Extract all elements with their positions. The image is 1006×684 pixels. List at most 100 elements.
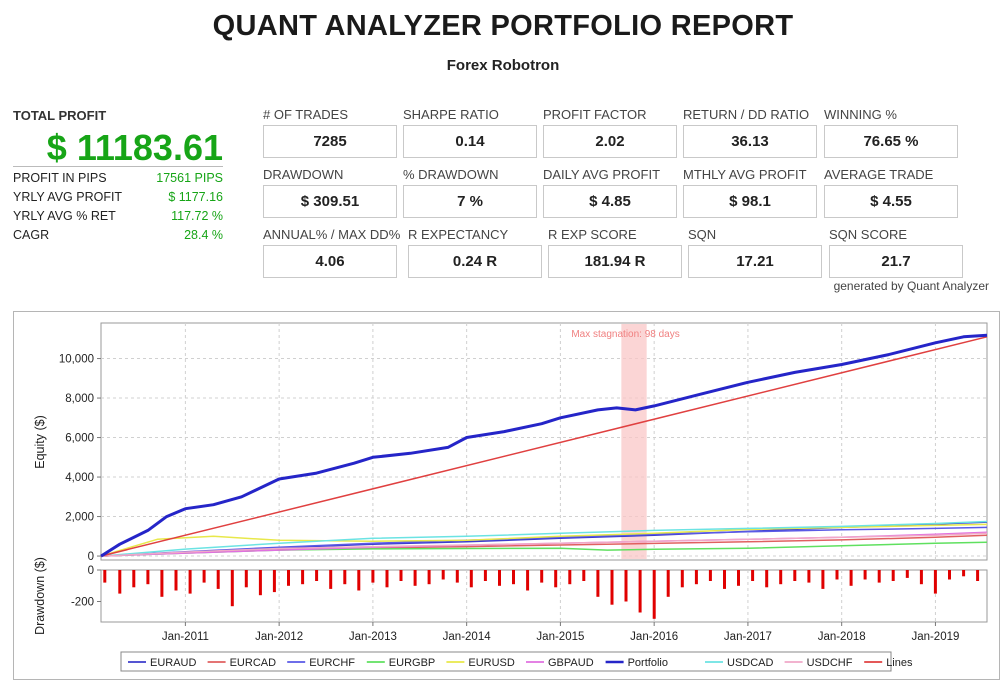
drawdown-bar — [849, 570, 853, 586]
equity-y-tick-label: 0 — [88, 551, 94, 563]
drawdown-bar — [723, 570, 726, 589]
summary-value: 117.72 % — [171, 209, 223, 223]
drawdown-bar — [554, 570, 558, 588]
drawdown-bar — [737, 570, 740, 586]
drawdown-bar — [807, 570, 811, 583]
drawdown-bar — [948, 570, 951, 580]
x-tick-label: Jan-2014 — [443, 631, 492, 643]
metric-percent-drawdown: % DRAWDOWN 7 % — [403, 167, 537, 219]
x-tick-label: Jan-2018 — [818, 631, 866, 643]
metric-sqn: SQN 17.21 — [688, 227, 822, 279]
drawdown-bar — [103, 570, 107, 583]
drawdown-bar — [863, 570, 867, 580]
drawdown-bar — [582, 570, 586, 581]
equity-plot-area — [100, 322, 988, 561]
summary-row-profit-pips: PROFIT IN PIPS 17561 PIPS — [13, 171, 223, 185]
equity-y-axis-label: Equity ($) — [33, 415, 47, 469]
legend-label: GBPAUD — [548, 657, 594, 669]
x-axis-ticks: Jan-2011 Jan-2012 Jan-2013 Jan-2014 Jan-2015… — [162, 622, 959, 643]
metric-label: WINNING % — [824, 107, 897, 122]
legend-label: EURGBP — [389, 657, 435, 669]
drawdown-bars — [103, 570, 980, 619]
drawdown-bar — [455, 570, 459, 583]
drawdown-bar — [765, 570, 769, 588]
metric-r-exp-score: R EXP SCORE 181.94 R — [548, 227, 682, 279]
x-tick-label: Jan-2012 — [255, 631, 303, 643]
x-tick-label: Jan-2015 — [536, 631, 584, 643]
metric-value: 21.7 — [829, 245, 963, 278]
drawdown-y-tick-label: 0 — [88, 565, 94, 577]
drawdown-bar — [512, 570, 515, 585]
drawdown-bar — [962, 570, 966, 577]
summary-label: YRLY AVG % RET — [13, 209, 116, 223]
drawdown-bar — [399, 570, 403, 581]
metric-value: 36.13 — [683, 125, 817, 158]
equity-grid — [101, 323, 987, 560]
metric-value: 2.02 — [543, 125, 677, 158]
metric-label: DAILY AVG PROFIT — [543, 167, 661, 182]
summary-label: PROFIT IN PIPS — [13, 171, 107, 185]
legend-label: Lines — [886, 657, 913, 669]
drawdown-bar — [301, 570, 305, 585]
metric-sqn-score: SQN SCORE 21.7 — [829, 227, 963, 279]
drawdown-bar — [483, 570, 487, 581]
summary-label: CAGR — [13, 228, 50, 242]
metric-value: 7 % — [403, 185, 537, 218]
drawdown-bar — [526, 570, 530, 591]
series-line-eurchf — [100, 526, 988, 557]
summary-value: $ 1177.16 — [168, 190, 223, 204]
drawdown-bar — [891, 570, 895, 581]
drawdown-bar — [258, 570, 262, 596]
drawdown-bar — [596, 570, 600, 597]
drawdown-bar — [933, 570, 937, 594]
legend-label: EURAUD — [150, 657, 197, 669]
equity-y-tick-label: 4,000 — [65, 472, 94, 484]
report-title: QUANT ANALYZER PORTFOLIO REPORT — [212, 10, 794, 42]
drawdown-bar — [132, 570, 136, 588]
metric-label: AVERAGE TRADE — [824, 167, 934, 182]
max-stagnation-band — [621, 324, 647, 559]
strategy-name: Forex Robotron — [446, 57, 560, 74]
generated-by-note: generated by Quant Analyzer — [833, 279, 989, 293]
total-profit-label: TOTAL PROFIT — [13, 108, 107, 123]
metric-value: $ 4.55 — [824, 185, 958, 218]
equity-y-ticks: 0 2,000 4,000 6,000 8,000 10,000 — [59, 354, 101, 563]
total-profit-divider — [13, 166, 223, 167]
drawdown-bar — [188, 570, 192, 594]
legend-label: Portfolio — [628, 657, 668, 669]
metric-label: PROFIT FACTOR — [543, 107, 647, 122]
drawdown-bar — [694, 570, 698, 585]
metric-value: 7285 — [263, 125, 397, 158]
drawdown-bar — [118, 570, 122, 594]
equity-drawdown-chart: Max stagnation: 98 days 0 2,000 4,000 6,000… — [33, 322, 988, 672]
drawdown-bar — [385, 570, 389, 588]
drawdown-plot-area — [100, 569, 988, 623]
drawdown-bar — [708, 570, 712, 581]
metric-number-of-trades: # OF TRADES 7285 — [263, 107, 397, 159]
legend-label: EURCHF — [309, 657, 355, 669]
metric-drawdown: DRAWDOWN $ 309.51 — [263, 167, 397, 219]
metric-label: MTHLY AVG PROFIT — [683, 167, 807, 182]
drawdown-bar — [877, 570, 881, 583]
legend-label: USDCAD — [727, 657, 774, 669]
metric-label: SHARPE RATIO — [403, 107, 499, 122]
equity-y-tick-label: 8,000 — [65, 393, 94, 405]
drawdown-bar — [469, 570, 473, 588]
drawdown-bar — [751, 570, 755, 581]
equity-series-group — [100, 333, 988, 558]
drawdown-bar — [244, 570, 248, 588]
x-tick-label: Jan-2016 — [630, 631, 678, 643]
metric-value: 181.94 R — [548, 245, 682, 278]
drawdown-bar — [821, 570, 825, 589]
drawdown-bar — [498, 570, 501, 586]
drawdown-bar — [624, 570, 628, 602]
equity-y-tick-label: 2,000 — [65, 512, 94, 524]
drawdown-bar — [413, 570, 417, 586]
metric-value: 17.21 — [688, 245, 822, 278]
total-profit-value: $ 11183.61 — [46, 127, 223, 168]
drawdown-bar — [976, 570, 980, 581]
drawdown-bar — [357, 570, 361, 591]
metric-label: # OF TRADES — [263, 107, 349, 122]
drawdown-bar — [146, 570, 150, 585]
summary-label: YRLY AVG PROFIT — [13, 190, 123, 204]
